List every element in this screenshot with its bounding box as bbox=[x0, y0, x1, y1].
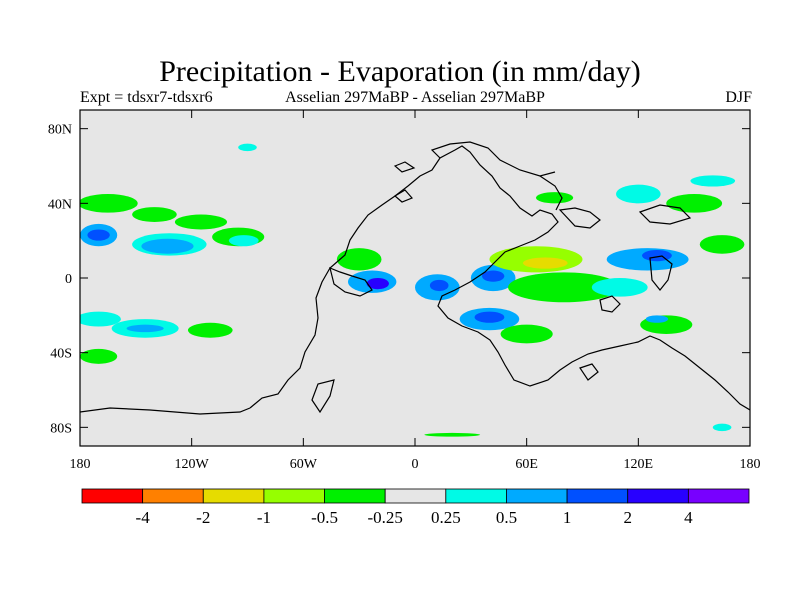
colorbar-swatch bbox=[81, 488, 144, 504]
colorbar-swatch bbox=[202, 488, 265, 504]
north-coast bbox=[430, 141, 556, 177]
x-tick-label: 180 bbox=[740, 457, 761, 472]
contour-region bbox=[699, 235, 745, 254]
y-tick-label: 80N bbox=[48, 123, 72, 138]
colorbar-label: 0.5 bbox=[496, 508, 517, 527]
x-tick-label: 60E bbox=[515, 457, 538, 472]
gulf-coast bbox=[329, 267, 373, 297]
colorbar-label: 1 bbox=[563, 508, 572, 527]
contour-region bbox=[645, 315, 669, 323]
contour-region bbox=[336, 248, 382, 271]
colorbar-swatch bbox=[445, 488, 507, 504]
colorbar-label: 2 bbox=[623, 508, 632, 527]
contour-region bbox=[80, 348, 118, 364]
contour-regions bbox=[80, 143, 745, 437]
season-label: DJF bbox=[725, 89, 752, 106]
y-tick-label: 80S bbox=[50, 421, 72, 436]
contour-region bbox=[228, 235, 259, 247]
contour-region bbox=[591, 278, 648, 297]
contour-region bbox=[522, 257, 568, 269]
east-coast bbox=[539, 175, 563, 211]
colorbar-label: -0.25 bbox=[367, 508, 402, 527]
terrane-2 bbox=[638, 204, 692, 225]
island-1 bbox=[393, 161, 416, 173]
x-tick-label: 180 bbox=[70, 457, 91, 472]
colorbar-swatch bbox=[627, 488, 689, 504]
contour-region bbox=[80, 194, 138, 213]
colorbar-label: -4 bbox=[136, 508, 151, 527]
colorbar-label: -1 bbox=[257, 508, 271, 527]
contour-region bbox=[80, 311, 121, 327]
colorbar-label: -2 bbox=[196, 508, 210, 527]
experiment-label: Expt = tdsxr7-tdsxr6 bbox=[80, 89, 213, 106]
contour-region bbox=[642, 250, 672, 262]
antarctic-shelf bbox=[311, 379, 335, 414]
terrane-3 bbox=[649, 255, 673, 291]
colorbar-swatch bbox=[324, 488, 386, 504]
map-title: Precipitation - Evaporation (in mm/day) bbox=[159, 55, 641, 88]
contour-region bbox=[187, 322, 233, 338]
colorbar-swatch bbox=[384, 488, 447, 504]
x-tick-label: 60W bbox=[290, 457, 318, 472]
contour-region bbox=[535, 192, 574, 204]
contour-region bbox=[238, 143, 257, 152]
colorbar-swatch bbox=[263, 488, 325, 504]
plot-background bbox=[80, 110, 750, 446]
colorbar-swatch bbox=[506, 488, 568, 504]
contour-region bbox=[474, 311, 505, 323]
y-tick-label: 0 bbox=[65, 272, 72, 287]
contour-region bbox=[712, 423, 732, 432]
contour-region bbox=[500, 324, 553, 344]
colorbar-label: 4 bbox=[684, 508, 693, 527]
contour-region bbox=[424, 432, 481, 437]
island-3 bbox=[579, 363, 599, 381]
contour-region bbox=[508, 272, 620, 303]
plot-frame bbox=[79, 109, 751, 447]
colorbar-label: 0.25 bbox=[431, 508, 461, 527]
contour-region bbox=[690, 175, 736, 187]
colorbar-swatch bbox=[566, 488, 629, 504]
contour-region bbox=[132, 207, 177, 223]
coastlines bbox=[80, 141, 750, 415]
colorbar: -4 -2 -1 -0.5 -0.25 0.25 0.5 1 2 4 bbox=[81, 488, 750, 527]
contour-region bbox=[616, 184, 661, 204]
x-tick-label: 120W bbox=[175, 457, 210, 472]
terrane-4 bbox=[599, 295, 621, 313]
axis-labels: 80N 40N 0 40S 80S 180 120W 60W 0 60E 120E 180 bbox=[48, 123, 761, 472]
contour-region bbox=[174, 214, 228, 230]
y-tick-label: 40N bbox=[48, 197, 72, 212]
colorbar-swatch bbox=[687, 488, 750, 504]
contour-region bbox=[87, 229, 110, 241]
colorbar-swatch bbox=[142, 488, 204, 504]
contour-region bbox=[482, 270, 505, 282]
pangaea-coastline bbox=[249, 145, 750, 411]
y-tick-label: 40S bbox=[50, 347, 72, 362]
terrane-1 bbox=[558, 207, 601, 229]
south-coast-west bbox=[80, 407, 251, 415]
contour-region bbox=[666, 194, 723, 213]
contour-region bbox=[429, 279, 449, 292]
x-tick-label: 0 bbox=[412, 457, 419, 472]
contour-region bbox=[126, 324, 164, 333]
contour-region bbox=[141, 238, 194, 254]
period-label: Asselian 297MaBP - Asselian 297MaBP bbox=[285, 89, 545, 106]
contour-region bbox=[366, 278, 389, 290]
colorbar-label: -0.5 bbox=[311, 508, 338, 527]
island-2 bbox=[393, 189, 414, 203]
x-tick-label: 120E bbox=[624, 457, 654, 472]
